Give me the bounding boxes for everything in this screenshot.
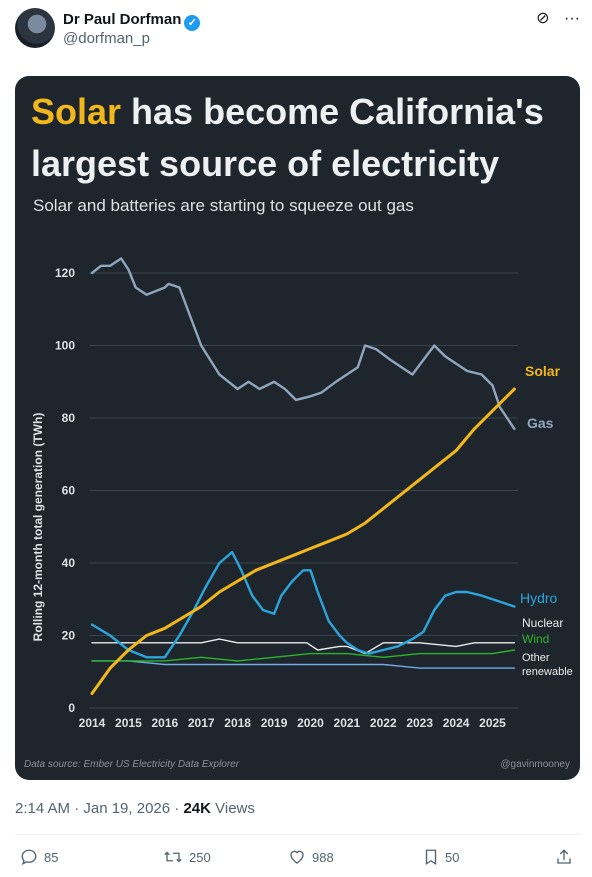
series-line-wind (92, 650, 514, 661)
series-label-gas: Gas (527, 415, 554, 431)
bookmark-count: 50 (445, 850, 459, 865)
author-name[interactable]: Dr Paul Dorfman ✓ (63, 11, 200, 31)
x-tick-label: 2014 (79, 716, 106, 730)
views-label: Views (211, 800, 255, 817)
retweet-count: 250 (189, 850, 211, 865)
more-icon[interactable]: ··· (564, 10, 580, 27)
reply-count: 85 (44, 850, 58, 865)
series-line-other-renewable (92, 661, 514, 668)
y-tick-label: 0 (68, 701, 75, 715)
x-tick-label: 2019 (261, 716, 288, 730)
data-source: Data source: Ember US Electricity Data E… (24, 759, 239, 770)
x-tick-label: 2020 (297, 716, 324, 730)
retweet-button[interactable]: 250 (163, 848, 211, 866)
x-tick-label: 2015 (115, 716, 142, 730)
series-label-wind: Wind (522, 632, 549, 646)
tweet-meta: 2:14 AM · Jan 19, 2026 · 24K Views (15, 800, 255, 817)
y-tick-label: 120 (55, 266, 75, 280)
y-axis-label: Rolling 12-month total generation (TWh) (31, 413, 45, 642)
reply-icon (20, 848, 38, 866)
series-label-solar: Solar (525, 363, 561, 379)
author-handle[interactable]: @dorfman_p (63, 30, 150, 47)
y-tick-label: 40 (62, 556, 76, 570)
timestamp[interactable]: 2:14 AM · Jan 19, 2026 · (15, 800, 183, 817)
x-tick-label: 2016 (151, 716, 178, 730)
y-tick-label: 80 (62, 411, 76, 425)
bookmark-icon (423, 848, 439, 866)
x-tick-label: 2022 (370, 716, 397, 730)
series-line-gas (92, 259, 514, 429)
share-icon (555, 848, 573, 866)
retweet-icon (163, 848, 183, 866)
y-tick-label: 100 (55, 339, 75, 353)
heart-icon (288, 848, 306, 866)
reply-button[interactable]: 85 (20, 848, 58, 866)
share-button[interactable] (555, 848, 579, 866)
series-line-solar (92, 389, 514, 694)
x-tick-label: 2024 (443, 716, 470, 730)
views-count: 24K (183, 800, 211, 817)
x-tick-label: 2025 (479, 716, 506, 730)
chart-credit: @gavinmooney (500, 759, 570, 770)
like-button[interactable]: 988 (288, 848, 334, 866)
series-line-hydro (92, 552, 514, 657)
series-label-hydro: Hydro (520, 590, 558, 606)
grok-icon[interactable]: ⊘ (536, 10, 549, 27)
series-line-nuclear (92, 639, 514, 654)
chart-image[interactable]: Solar has become California's largest sou… (15, 76, 580, 780)
series-label-renewable: renewable (522, 666, 573, 678)
x-tick-label: 2018 (224, 716, 251, 730)
bookmark-button[interactable]: 50 (423, 848, 459, 866)
y-tick-label: 20 (62, 629, 76, 643)
line-chart: 0 20 40 60 80 100 120 2014 2015 2016 2017 2018 2019… (15, 76, 580, 780)
y-tick-label: 60 (62, 484, 76, 498)
x-tick-label: 2023 (406, 716, 433, 730)
verified-badge-icon: ✓ (184, 15, 200, 31)
action-bar: 85 250 988 50 (15, 848, 580, 872)
series-label-nuclear: Nuclear (522, 616, 563, 630)
x-tick-label: 2017 (188, 716, 215, 730)
tweet-header: Dr Paul Dorfman ✓ @dorfman_p ⊘ ··· (15, 8, 580, 52)
divider (15, 834, 580, 835)
x-tick-label: 2021 (334, 716, 361, 730)
like-count: 988 (312, 850, 334, 865)
series-label-other: Other (522, 652, 550, 664)
avatar[interactable] (15, 8, 55, 48)
header-icons: ⊘ ··· (526, 8, 580, 28)
